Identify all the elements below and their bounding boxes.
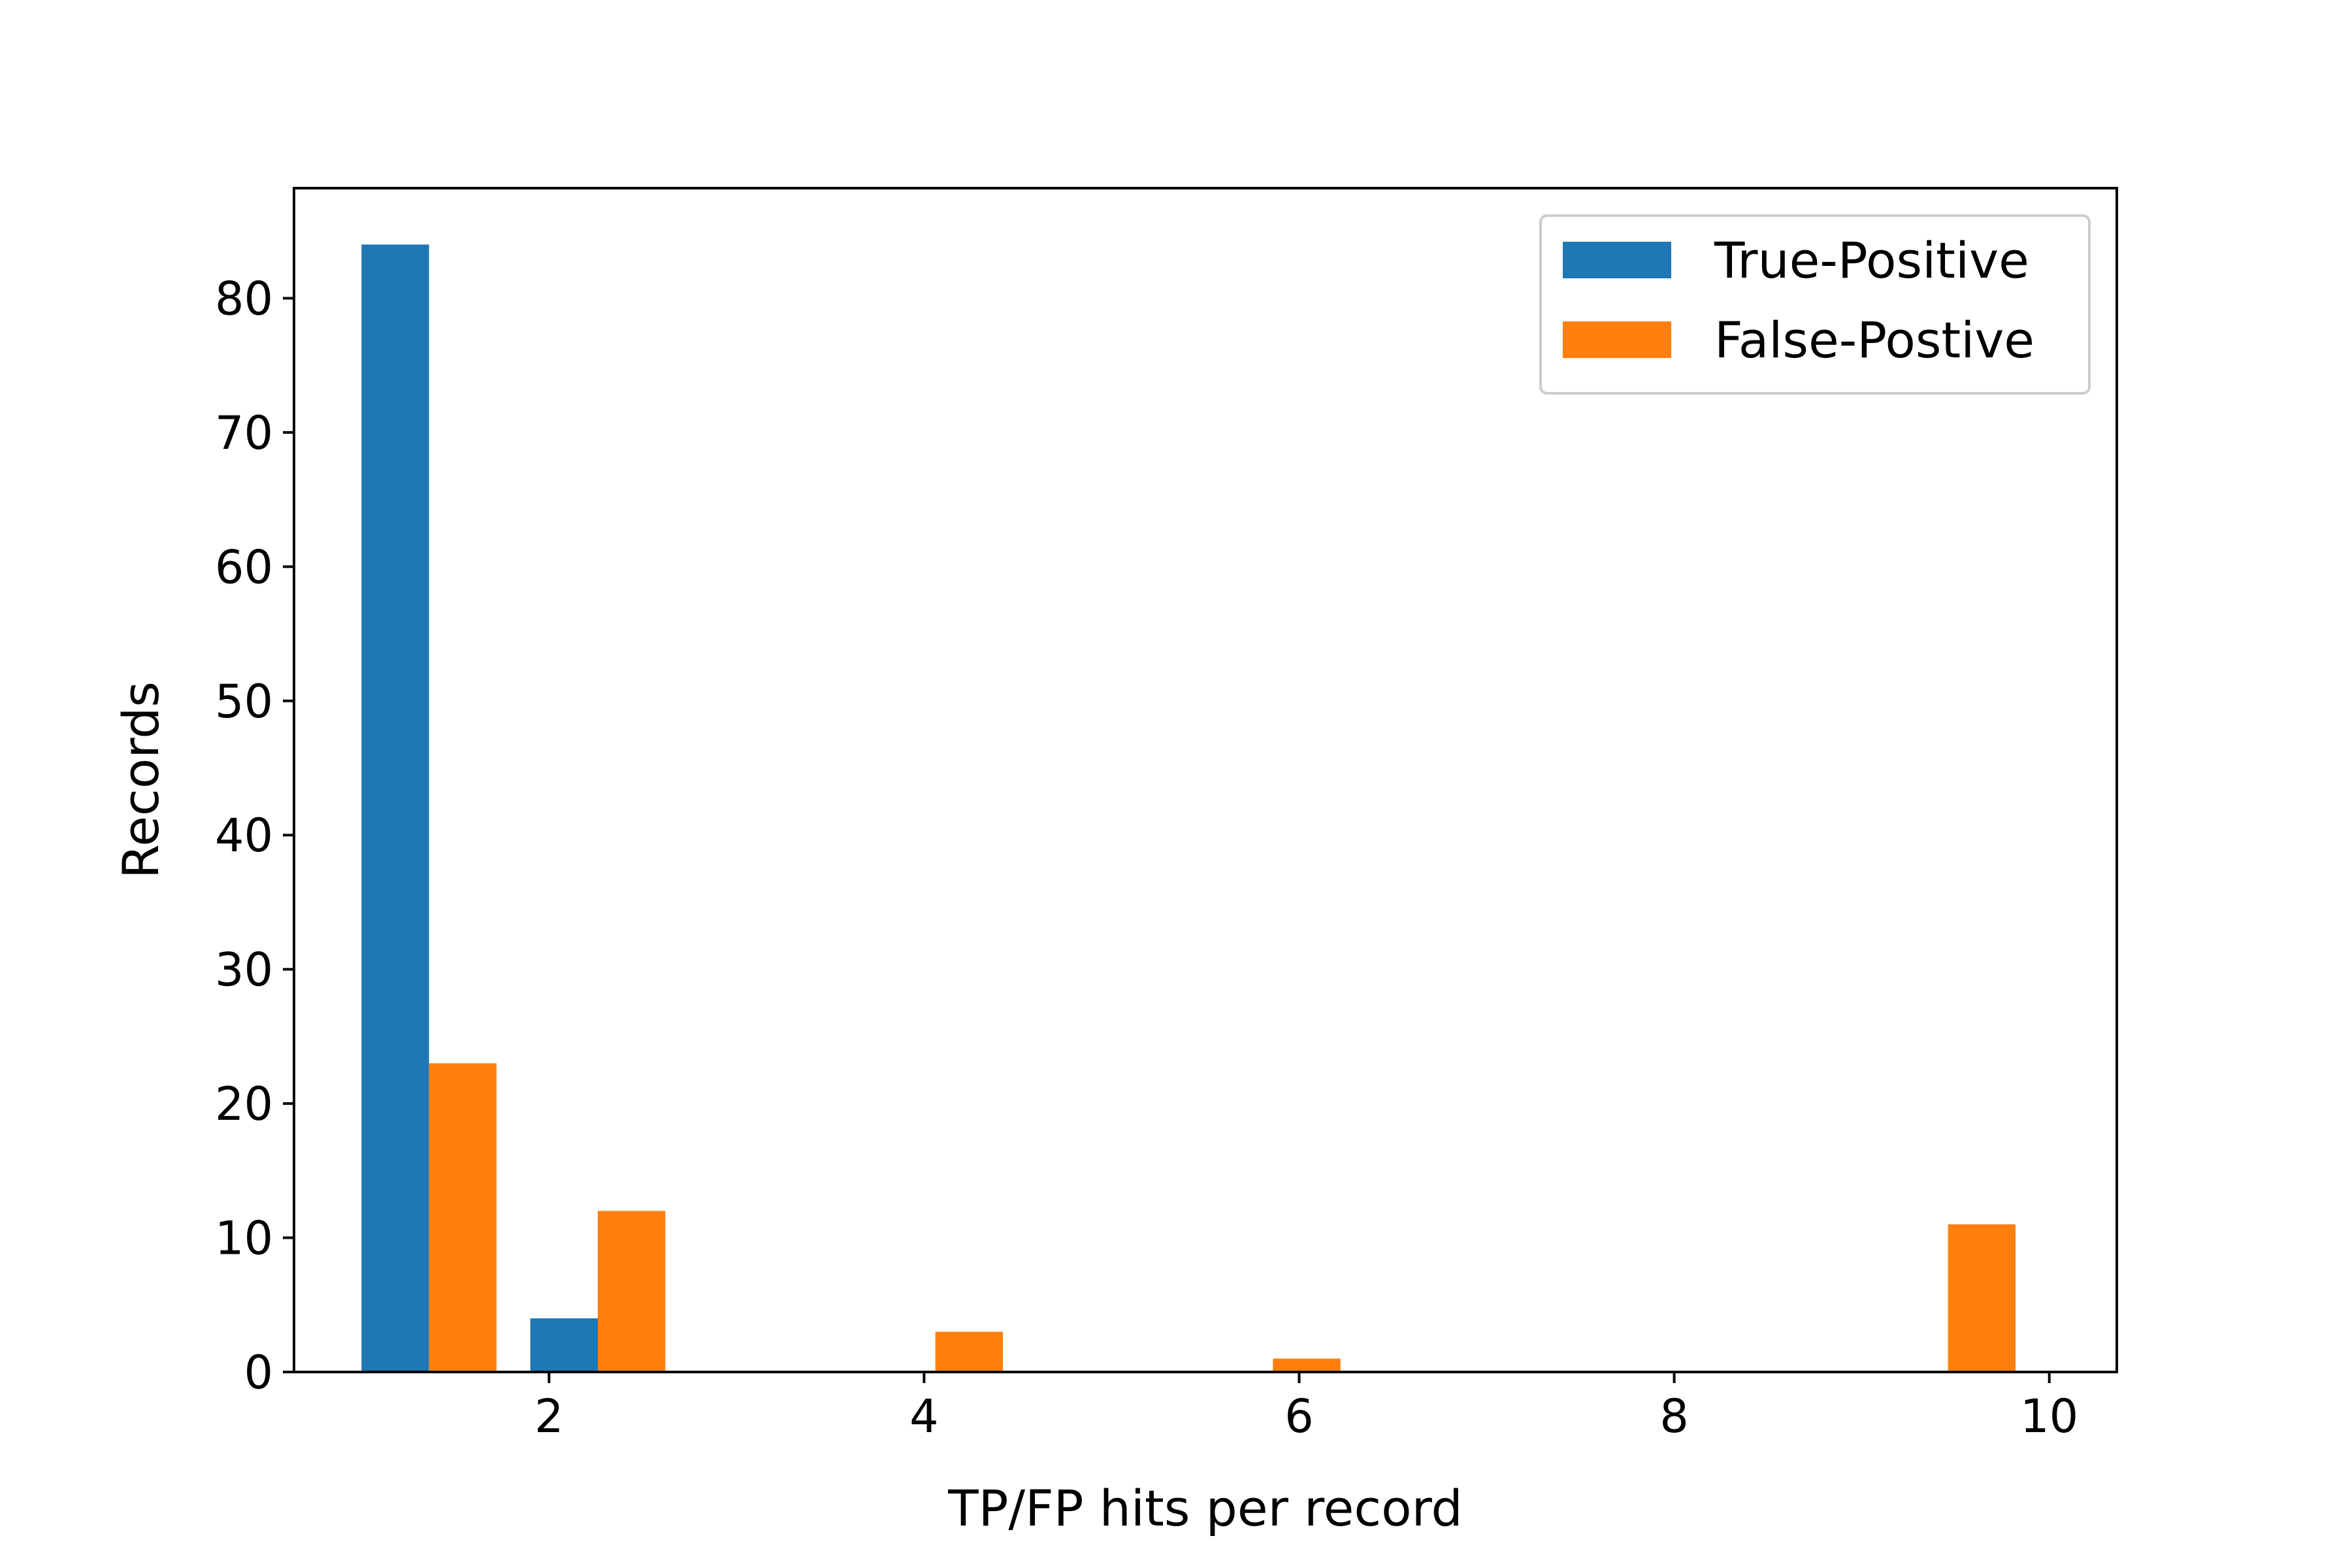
bar-true-positive	[361, 244, 429, 1373]
y-tick-label: 50	[215, 675, 273, 728]
legend-label: True-Positive	[1714, 231, 2029, 289]
bar-false-positive	[935, 1331, 1003, 1372]
plot-frame	[293, 187, 2118, 1373]
y-tick-label: 70	[215, 406, 273, 460]
x-axis-ticks: 2 4 6 8 10	[534, 1372, 2078, 1443]
y-tick-label: 80	[215, 272, 273, 325]
bar-false-positive	[1948, 1224, 2016, 1372]
x-axis-label: TP/FP hits per record	[947, 1479, 1463, 1537]
x-tick-label: 10	[2020, 1390, 2078, 1443]
y-tick-label: 0	[244, 1346, 273, 1399]
y-tick-label: 20	[215, 1077, 273, 1131]
y-axis-ticks: 0 10 20 30 40 50 60 70 80	[215, 272, 294, 1399]
legend-frame	[1539, 214, 2091, 395]
x-tick-label: 6	[1284, 1390, 1314, 1443]
bar-false-positive	[429, 1063, 497, 1372]
plot-area	[361, 244, 2016, 1373]
y-axis-label: Records	[112, 681, 170, 879]
legend-swatch	[1563, 242, 1671, 278]
y-tick-label: 60	[215, 540, 273, 594]
y-tick-label: 30	[215, 943, 273, 997]
bar-false-positive	[1273, 1358, 1341, 1372]
y-tick-label: 10	[215, 1212, 273, 1266]
legend-swatch	[1563, 321, 1671, 358]
bar-false-positive	[598, 1211, 666, 1372]
x-tick-label: 8	[1659, 1390, 1689, 1443]
bar-true-positive	[530, 1318, 598, 1372]
y-tick-label: 40	[215, 809, 273, 862]
legend-label: False-Postive	[1714, 311, 2034, 369]
legend: True-Positive False-Postive	[1539, 214, 2091, 395]
x-tick-label: 4	[909, 1390, 939, 1443]
x-tick-label: 2	[534, 1390, 564, 1443]
